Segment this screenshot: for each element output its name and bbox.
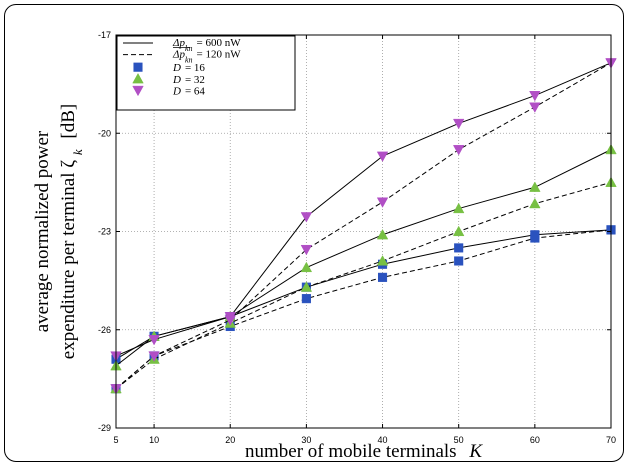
legend-symbol: D	[172, 62, 181, 74]
legend: Δpkn = 600 nW Δpkn = 120 nW D = 16 D = 32 D = 64	[116, 35, 296, 111]
y-axis-title-line2-text: expenditure per terminal ζ	[58, 160, 79, 360]
marker-triangle-up	[300, 281, 313, 292]
y-axis-title-line1: average normalized power	[32, 130, 53, 332]
x-tick-label: 70	[606, 435, 616, 445]
legend-line-label: Δpkn = 600 nW	[172, 37, 241, 53]
tick-layer: 5 10 20 30 40 50 60 70 -29 -26 -23 -20 -17	[98, 30, 616, 445]
legend-marker-label: D = 64	[172, 85, 205, 97]
x-tick-label: 20	[225, 435, 235, 445]
x-tick-label: 50	[454, 435, 464, 445]
legend-value: = 120 nW	[197, 49, 242, 61]
series-line	[115, 229, 612, 390]
y-tick-label: -20	[98, 128, 111, 138]
legend-subscript: kn	[185, 55, 193, 64]
legend-value: = 32	[185, 74, 205, 86]
marker-square	[133, 62, 143, 72]
marker-triangle-up	[452, 202, 465, 214]
series-line	[115, 229, 612, 360]
x-axis-title: number of mobile terminals K	[245, 441, 483, 462]
legend-marker-label: D = 16	[172, 62, 205, 74]
series-d-64-dashed	[110, 58, 617, 395]
marker-triangle-up	[452, 225, 465, 237]
legend-symbol: D	[172, 74, 181, 86]
marker-triangle-up	[132, 72, 144, 84]
legend-value: = 64	[185, 85, 205, 97]
marker-square	[530, 233, 540, 243]
marker-triangle-up	[529, 181, 541, 192]
marker-triangle-down	[376, 197, 389, 208]
marker-triangle-down	[224, 315, 236, 326]
marker-triangle-up	[376, 228, 389, 240]
marker-square	[454, 243, 464, 253]
marker-triangle-down	[529, 102, 541, 113]
series-line	[115, 149, 612, 367]
series-d-16-solid	[111, 225, 616, 364]
marker-triangle-up	[529, 197, 541, 209]
y-tick-label: -26	[98, 325, 111, 335]
marker-square	[454, 256, 464, 266]
legend-line-label: Δpkn = 120 nW	[172, 49, 241, 65]
x-axis-symbol: K	[468, 441, 483, 462]
series-line	[115, 62, 612, 390]
chart-frame	[4, 4, 624, 462]
series-d-32-dashed	[110, 176, 617, 394]
marker-triangle-up	[300, 261, 313, 273]
legend-symbol: Δp	[172, 49, 185, 61]
legend-symbol: D	[172, 85, 181, 97]
series-line	[115, 62, 612, 357]
marker-triangle-down	[529, 91, 541, 102]
marker-triangle-down	[132, 85, 144, 97]
legend-marker-label: D = 32	[172, 74, 205, 86]
x-tick-label: 60	[530, 435, 540, 445]
y-tick-label: -23	[98, 227, 111, 237]
legend-value: = 16	[185, 62, 205, 74]
marker-square	[377, 272, 388, 282]
marker-triangle-down	[376, 151, 389, 162]
y-tick-label: -17	[98, 30, 111, 40]
y-axis-title-unit: [dB]	[58, 104, 79, 139]
marker-triangle-down	[452, 145, 465, 156]
marker-triangle-down	[148, 335, 160, 346]
legend-value: = 600 nW	[197, 37, 242, 49]
x-tick-label: 5	[113, 435, 118, 445]
marker-triangle-up	[376, 255, 389, 266]
series-d-16-dashed	[111, 225, 616, 394]
series-d-32-solid	[110, 143, 617, 371]
marker-triangle-down	[300, 244, 313, 256]
legend-box	[116, 35, 296, 111]
y-axis-title: average normalized power expenditure per…	[32, 104, 85, 359]
marker-triangle-down	[452, 118, 465, 130]
x-tick-label: 10	[149, 435, 159, 445]
y-axis-title-subscript: k	[70, 149, 85, 155]
y-tick-label: -29	[98, 423, 111, 433]
x-tick-label: 30	[301, 435, 311, 445]
x-axis-title-text: number of mobile terminals	[245, 441, 457, 462]
x-tick-label: 40	[378, 435, 388, 445]
marker-triangle-down	[148, 351, 160, 362]
series-line	[115, 181, 612, 390]
y-axis-title-line2: expenditure per terminal ζ k [dB]	[58, 104, 85, 359]
legend-subscript: kn	[185, 44, 193, 53]
marker-triangle-down	[300, 212, 313, 223]
legend-symbol: Δp	[172, 37, 185, 49]
marker-square	[301, 294, 311, 304]
